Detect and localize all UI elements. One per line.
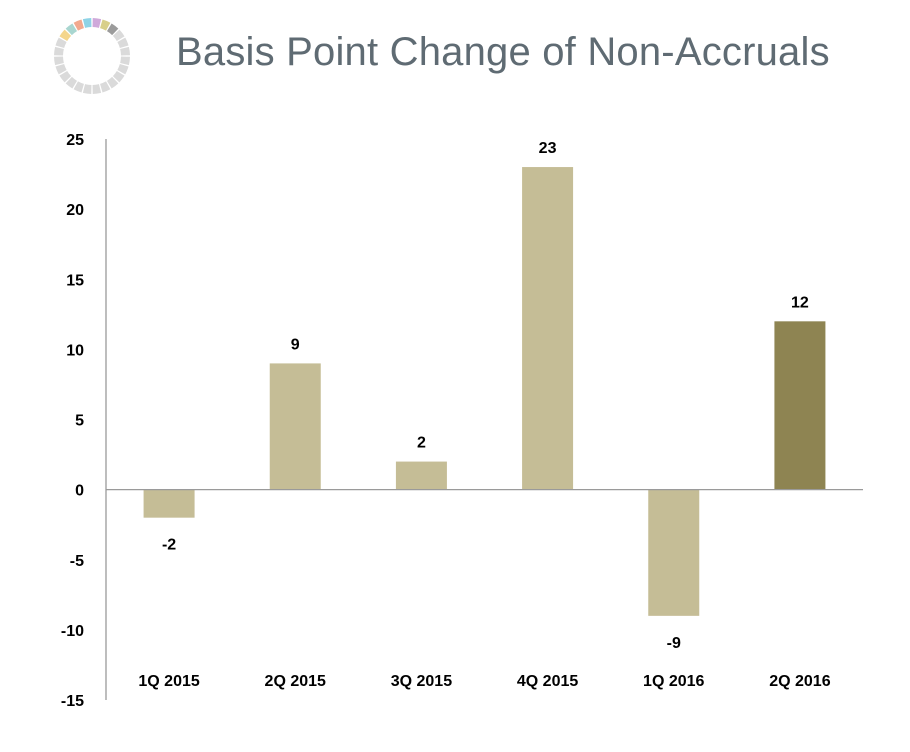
bar (774, 321, 826, 490)
logo-segment (117, 37, 129, 48)
logo-segment (55, 64, 67, 75)
category-label: 1Q 2015 (138, 673, 199, 690)
logo-segment (59, 70, 72, 83)
logo-segment (73, 19, 84, 31)
logo-segment (112, 70, 125, 83)
logo-segment (65, 23, 78, 36)
logo-segment (54, 46, 64, 56)
logo-segment (100, 19, 111, 31)
data-label: 9 (291, 336, 300, 353)
logo-segment (120, 56, 130, 66)
y-tick-label: 5 (75, 413, 84, 430)
logo-segment (112, 29, 125, 42)
data-label: 2 (417, 435, 426, 452)
bar (395, 461, 447, 490)
y-tick-label: 20 (66, 202, 84, 219)
logo-segment (117, 64, 129, 75)
logo-segment (82, 84, 92, 94)
category-label: 2Q 2015 (265, 673, 326, 690)
logo-segment (92, 18, 102, 28)
data-label: 23 (539, 140, 557, 157)
bar (143, 489, 195, 518)
logo-segment (54, 56, 64, 66)
y-axis-ticks: 25 20 15 10 5 0 -5 -10 -15 (61, 132, 84, 710)
category-labels: 1Q 2015 2Q 2015 3Q 2015 4Q 2015 1Q 2016 2Q 20… (138, 673, 830, 690)
data-label: -2 (162, 537, 176, 554)
logo-segment (106, 23, 119, 36)
category-label: 2Q 2016 (769, 673, 830, 690)
logo-segment (73, 81, 84, 93)
bars (143, 167, 826, 616)
y-tick-label: 15 (66, 272, 84, 289)
category-label: 3Q 2015 (391, 673, 452, 690)
y-tick-label: -5 (70, 553, 84, 570)
category-label: 4Q 2015 (517, 673, 578, 690)
page-title: Basis Point Change of Non-Accruals (176, 30, 830, 74)
logo-segment (65, 76, 78, 89)
logo-segment (100, 81, 111, 93)
category-label: 1Q 2016 (643, 673, 704, 690)
y-tick-label: 10 (66, 342, 84, 359)
y-tick-label: 0 (75, 483, 84, 500)
logo-segment (92, 84, 102, 94)
y-tick-label: 25 (66, 132, 84, 149)
bar (269, 363, 321, 490)
logo-segment (120, 46, 130, 56)
y-tick-label: -15 (61, 693, 84, 710)
data-label: -9 (667, 635, 681, 652)
data-label: 12 (791, 294, 809, 311)
bar (648, 489, 700, 616)
logo-icon (54, 18, 130, 94)
logo-segment (55, 37, 67, 48)
logo-segment (82, 18, 92, 28)
logo-segment (59, 29, 72, 42)
data-labels: -2 9 2 23 -9 12 (162, 140, 809, 652)
y-tick-label: -10 (61, 623, 84, 640)
bar (522, 167, 574, 490)
logo-segment (106, 76, 119, 89)
